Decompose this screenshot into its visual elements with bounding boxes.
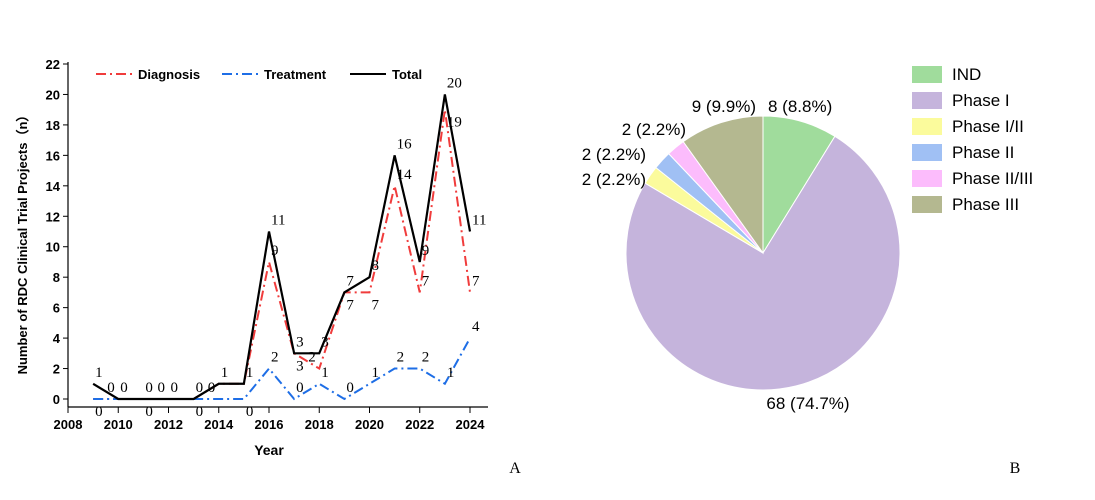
data-label: 1 — [246, 365, 254, 381]
data-label: 2 — [308, 350, 316, 366]
data-label: 0 — [158, 380, 166, 396]
slice-label: 9 (9.9%) — [692, 97, 756, 116]
panel-label: A — [509, 460, 521, 477]
y-tick-label: 18 — [46, 118, 60, 133]
legend-label: Phase II/III — [952, 169, 1033, 188]
data-label: 1 — [321, 365, 329, 381]
y-tick-label: 10 — [46, 240, 60, 255]
y-tick-label: 14 — [46, 179, 61, 194]
x-tick-label: 2016 — [255, 417, 284, 432]
data-label: 0 — [145, 380, 153, 396]
x-tick-label: 2014 — [204, 417, 234, 432]
x-tick-label: 2012 — [154, 417, 183, 432]
data-label: 0 — [145, 404, 153, 420]
data-label: 11 — [271, 213, 285, 229]
slice-label: 2 (2.2%) — [582, 145, 646, 164]
data-label: 20 — [447, 75, 462, 91]
pie-slice — [625, 135, 901, 391]
data-label: 7 — [472, 273, 480, 289]
legend-label: Diagnosis — [138, 67, 200, 82]
y-tick-label: 12 — [46, 209, 60, 224]
data-label: 0 — [346, 380, 354, 396]
x-tick-label: 2010 — [104, 417, 133, 432]
y-tick-label: 8 — [53, 270, 60, 285]
data-label: 16 — [397, 136, 413, 152]
data-label: 4 — [472, 319, 480, 335]
legend-swatch — [912, 144, 942, 161]
legend-label: Total — [392, 67, 422, 82]
data-label: 8 — [372, 258, 380, 274]
data-label: 11 — [472, 213, 486, 229]
data-label: 1 — [95, 365, 103, 381]
data-label: 2 — [397, 350, 405, 366]
data-label: 19 — [447, 115, 462, 131]
legend-label: Treatment — [264, 67, 327, 82]
x-tick-label: 2008 — [54, 417, 83, 432]
x-axis-label: Year — [254, 442, 284, 458]
data-label: 0 — [107, 380, 115, 396]
x-tick-label: 2018 — [305, 417, 334, 432]
legend-label: Phase I — [952, 91, 1010, 110]
series-line-total — [92, 94, 472, 401]
data-label: 0 — [95, 404, 103, 420]
data-label: 3 — [296, 334, 304, 350]
y-axis-label: Number of RDC Clinical Trial Projects（n） — [15, 109, 30, 375]
x-tick-label: 2022 — [405, 417, 434, 432]
series-line-diagnosis — [93, 109, 471, 400]
data-label: 7 — [372, 297, 380, 313]
data-label: 3 — [321, 334, 329, 350]
data-label: 1 — [221, 365, 229, 381]
data-label: 0 — [196, 404, 204, 420]
legend-swatch — [912, 66, 942, 83]
legend-swatch — [912, 92, 942, 109]
data-label: 7 — [346, 273, 354, 289]
data-label: 2 — [422, 350, 430, 366]
data-label: 0 — [246, 404, 254, 420]
legend-swatch — [912, 170, 942, 187]
slice-label: 2 (2.2%) — [622, 120, 686, 139]
data-label: 7 — [422, 273, 430, 289]
legend-swatch — [912, 118, 942, 135]
legend-label: Phase III — [952, 195, 1019, 214]
data-label: 1 — [372, 365, 380, 381]
slice-label: 2 (2.2%) — [582, 170, 646, 189]
data-label: 7 — [346, 297, 354, 313]
legend-swatch — [912, 196, 942, 213]
data-label: 14 — [397, 167, 413, 183]
y-tick-label: 2 — [53, 362, 60, 377]
slice-label: 8 (8.8%) — [768, 97, 832, 116]
data-label: 0 — [196, 380, 204, 396]
y-tick-label: 6 — [53, 301, 60, 316]
y-tick-label: 20 — [46, 87, 60, 102]
data-label: 0 — [120, 380, 128, 396]
y-tick-label: 0 — [53, 392, 60, 407]
data-label: 1 — [447, 365, 455, 381]
y-tick-label: 22 — [46, 57, 60, 72]
x-tick-label: 2020 — [355, 417, 384, 432]
legend-label: Phase II — [952, 143, 1014, 162]
panel-label: B — [1010, 460, 1021, 477]
pie-slice — [682, 115, 764, 255]
x-tick-label: 2024 — [456, 417, 486, 432]
data-label: 9 — [422, 243, 430, 259]
data-label: 0 — [208, 380, 216, 396]
y-tick-label: 16 — [46, 148, 60, 163]
legend-label: IND — [952, 65, 981, 84]
y-tick-label: 4 — [53, 331, 61, 346]
data-label: 3 — [296, 358, 304, 374]
data-label: 0 — [171, 380, 179, 396]
data-label: 9 — [271, 243, 279, 259]
data-label: 2 — [271, 350, 279, 366]
data-label: 0 — [296, 380, 304, 396]
slice-label: 68 (74.7%) — [766, 394, 849, 413]
legend-label: Phase I/II — [952, 117, 1024, 136]
